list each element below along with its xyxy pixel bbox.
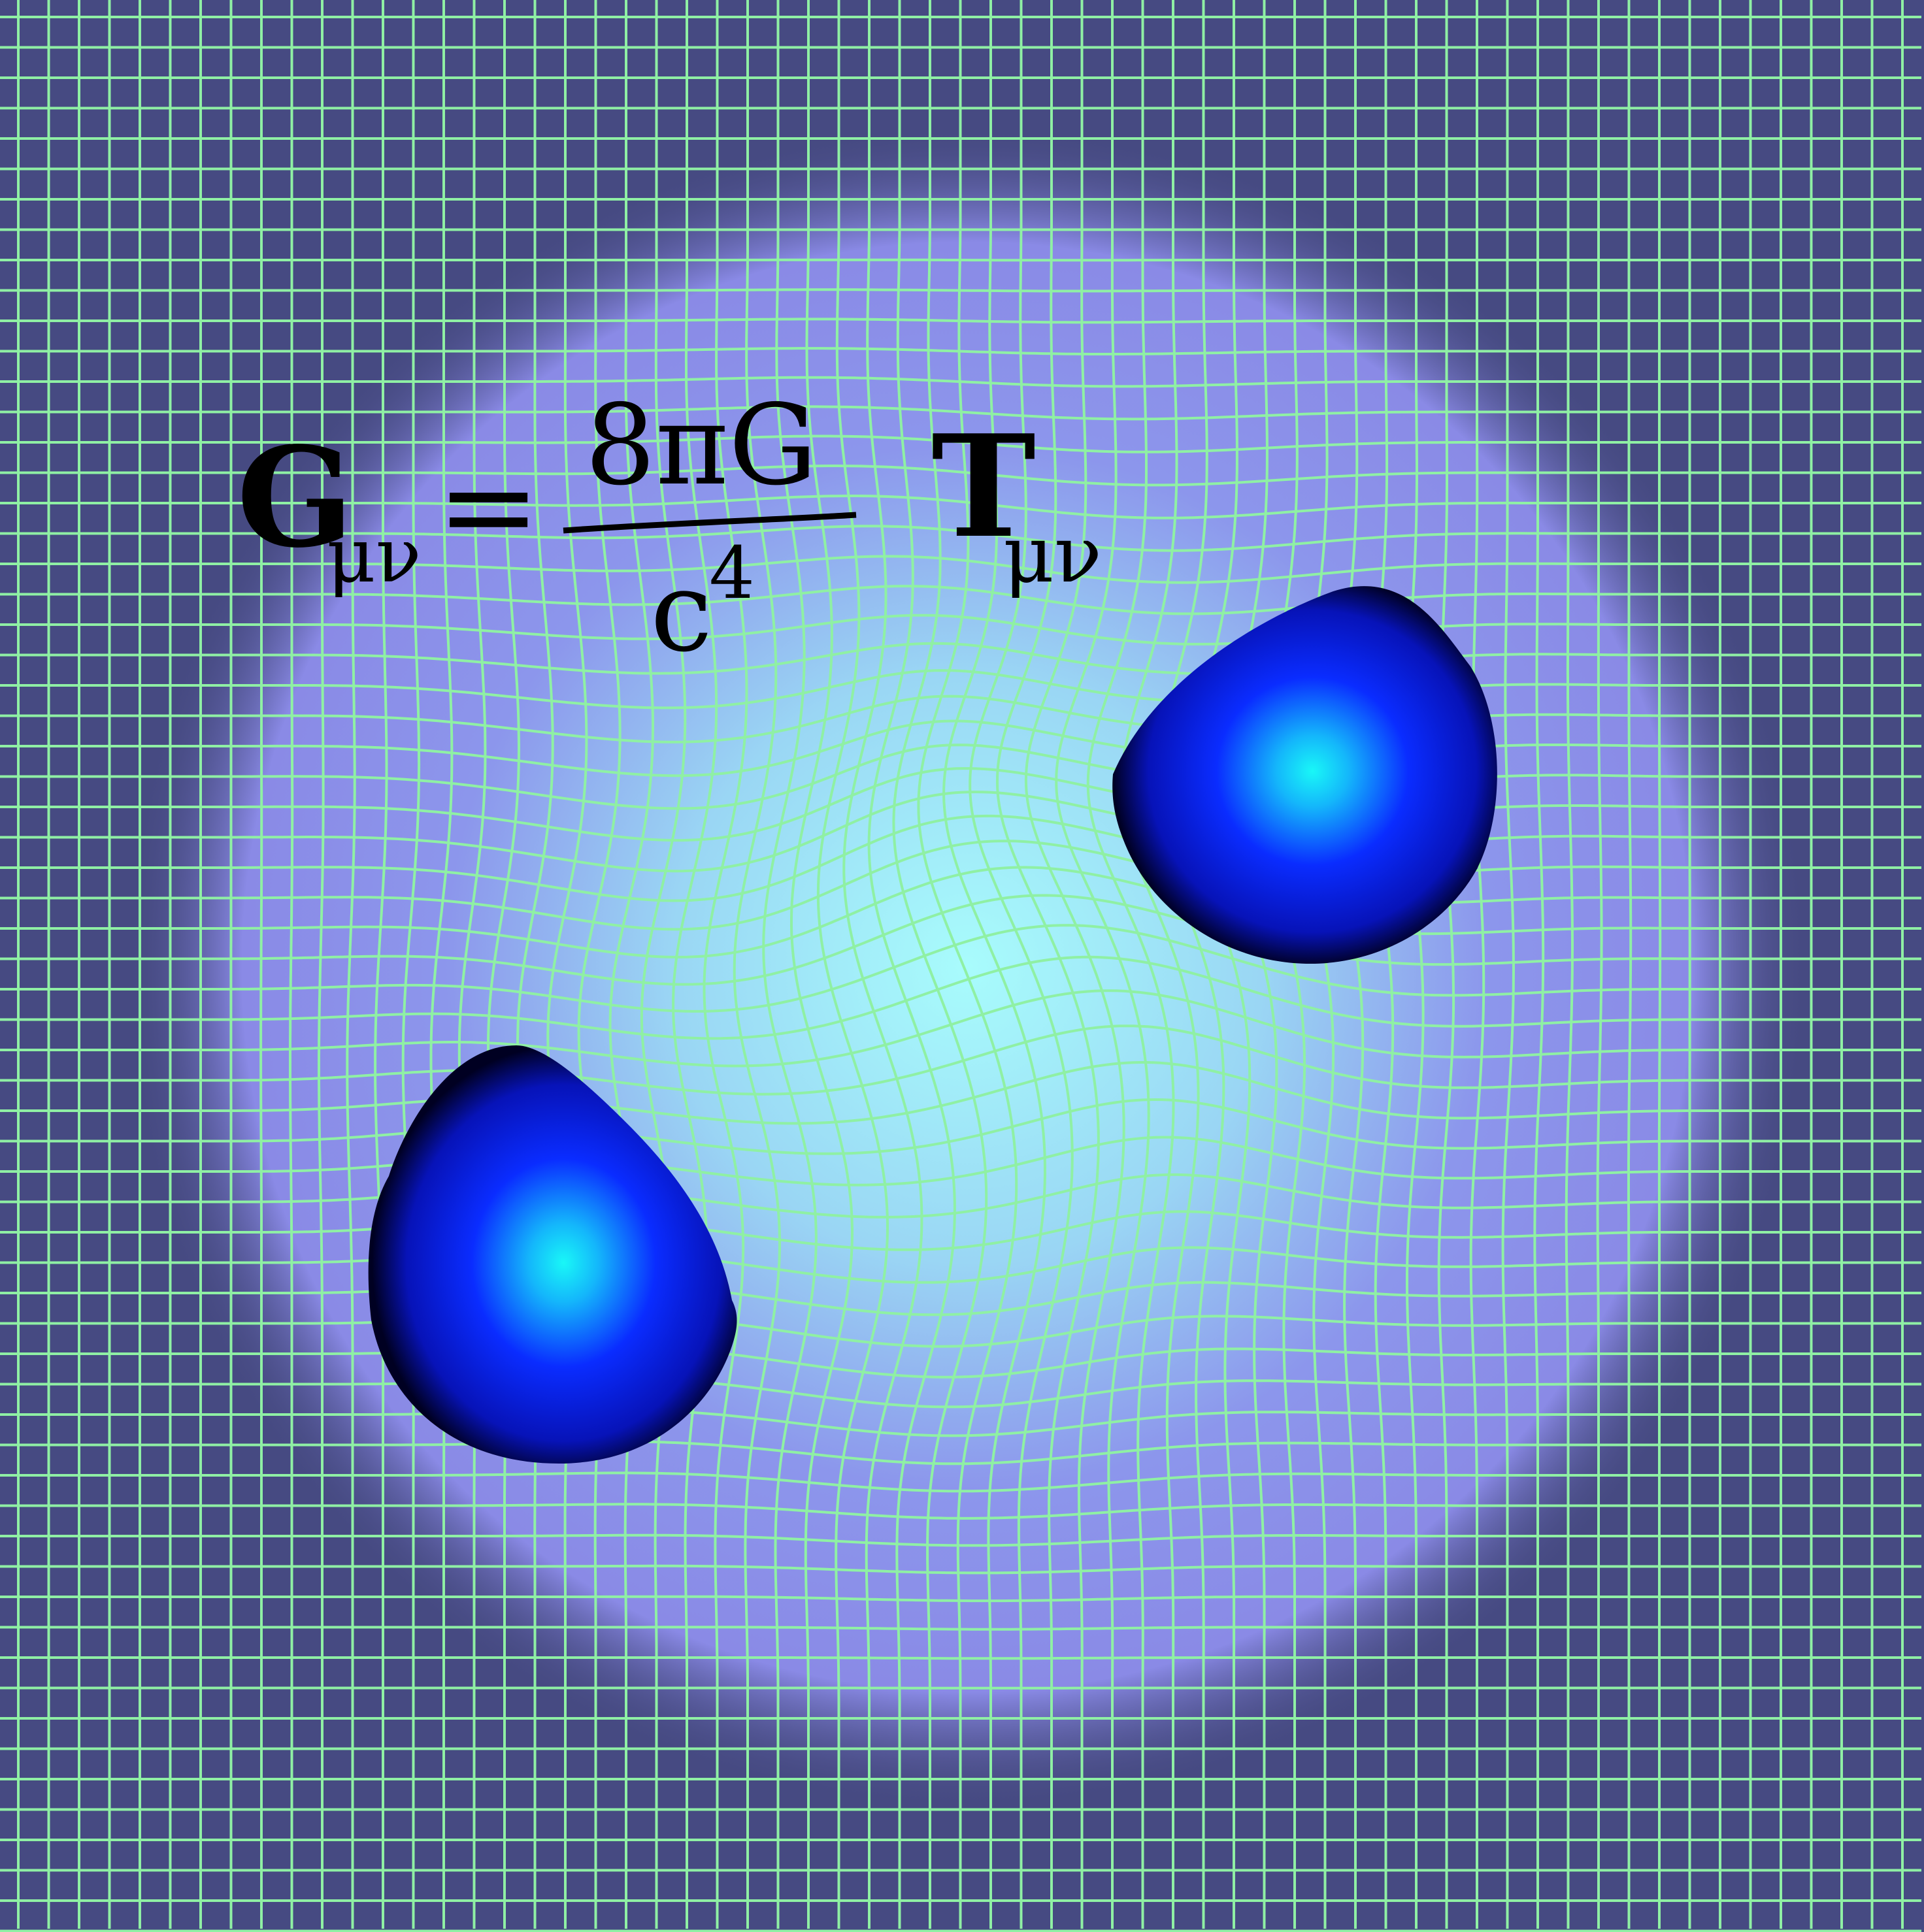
grid-line-horizontal xyxy=(0,840,1921,931)
grid-line-horizontal xyxy=(0,525,1921,552)
equation-rhs-symbol: T xyxy=(931,404,1036,569)
mass-sphere-right xyxy=(1112,586,1497,964)
grid-line-horizontal xyxy=(0,1471,1921,1493)
grid-line-horizontal xyxy=(0,1376,1921,1409)
grid-line-horizontal xyxy=(0,894,1921,986)
grid-line-horizontal xyxy=(0,555,1921,584)
grid-line-horizontal xyxy=(0,405,1921,421)
grid-line-horizontal xyxy=(0,1564,1921,1575)
equation-lhs-subscript: μν xyxy=(327,512,422,600)
grid-line-horizontal xyxy=(0,1246,1921,1284)
equation-denominator-exponent: 4 xyxy=(709,531,755,615)
grid-line-horizontal xyxy=(0,955,1921,1040)
grid-line-horizontal xyxy=(0,989,1921,1068)
grid-line-horizontal xyxy=(0,585,1921,615)
grid-line-horizontal xyxy=(0,1440,1921,1465)
grid-line-horizontal xyxy=(0,1595,1921,1603)
field-equation: G μν = 8πG c 4 T μν xyxy=(237,381,1102,677)
grid-line-horizontal xyxy=(0,1061,1921,1125)
grid-line-horizontal xyxy=(0,258,1921,262)
grid-line-horizontal xyxy=(0,1533,1921,1547)
grid-line-horizontal xyxy=(0,1210,1921,1251)
grid-line-horizontal xyxy=(0,1311,1921,1348)
equation-denominator-base: c xyxy=(650,548,712,677)
grid-line-horizontal xyxy=(0,744,1921,810)
grid-line-horizontal xyxy=(0,465,1921,487)
grid-line-horizontal xyxy=(0,814,1921,902)
grid-line-horizontal xyxy=(0,1343,1921,1379)
grid-line-horizontal xyxy=(0,614,1921,646)
grid-line-horizontal xyxy=(0,347,1921,355)
grid-line-horizontal xyxy=(0,376,1921,388)
grid-line-horizontal xyxy=(0,1626,1921,1631)
equation-numerator: 8πG xyxy=(585,381,818,510)
grid-line-horizontal xyxy=(0,642,1921,676)
grid-line-horizontal xyxy=(0,1098,1921,1155)
grid-line-horizontal xyxy=(0,1024,1921,1096)
equation-lhs-symbol: G xyxy=(237,417,354,578)
grid-line-horizontal xyxy=(0,791,1921,873)
equation-rhs-subscript: μν xyxy=(1003,510,1102,600)
grid-line-horizontal xyxy=(0,1408,1921,1437)
grid-line-horizontal xyxy=(0,1136,1921,1187)
fraction-bar xyxy=(563,512,857,534)
equation-equals: = xyxy=(437,434,540,578)
mass-sphere-left xyxy=(368,1045,737,1464)
grid-line-horizontal xyxy=(0,1279,1921,1317)
glow-field xyxy=(118,124,1817,1810)
grid-line-horizontal xyxy=(0,434,1921,453)
grid-line-horizontal xyxy=(0,318,1921,324)
grid-line-horizontal xyxy=(0,669,1921,710)
grid-line-horizontal xyxy=(0,924,1921,1013)
grid-line-horizontal xyxy=(0,288,1921,293)
grid-line-horizontal xyxy=(0,1503,1921,1520)
grid-line-horizontal xyxy=(0,767,1921,842)
grid-line-horizontal xyxy=(0,719,1921,778)
grid-line-horizontal xyxy=(0,495,1921,519)
grid-line-horizontal xyxy=(0,695,1921,744)
grid-line-horizontal xyxy=(0,1173,1921,1219)
grid-line-horizontal xyxy=(0,866,1921,958)
